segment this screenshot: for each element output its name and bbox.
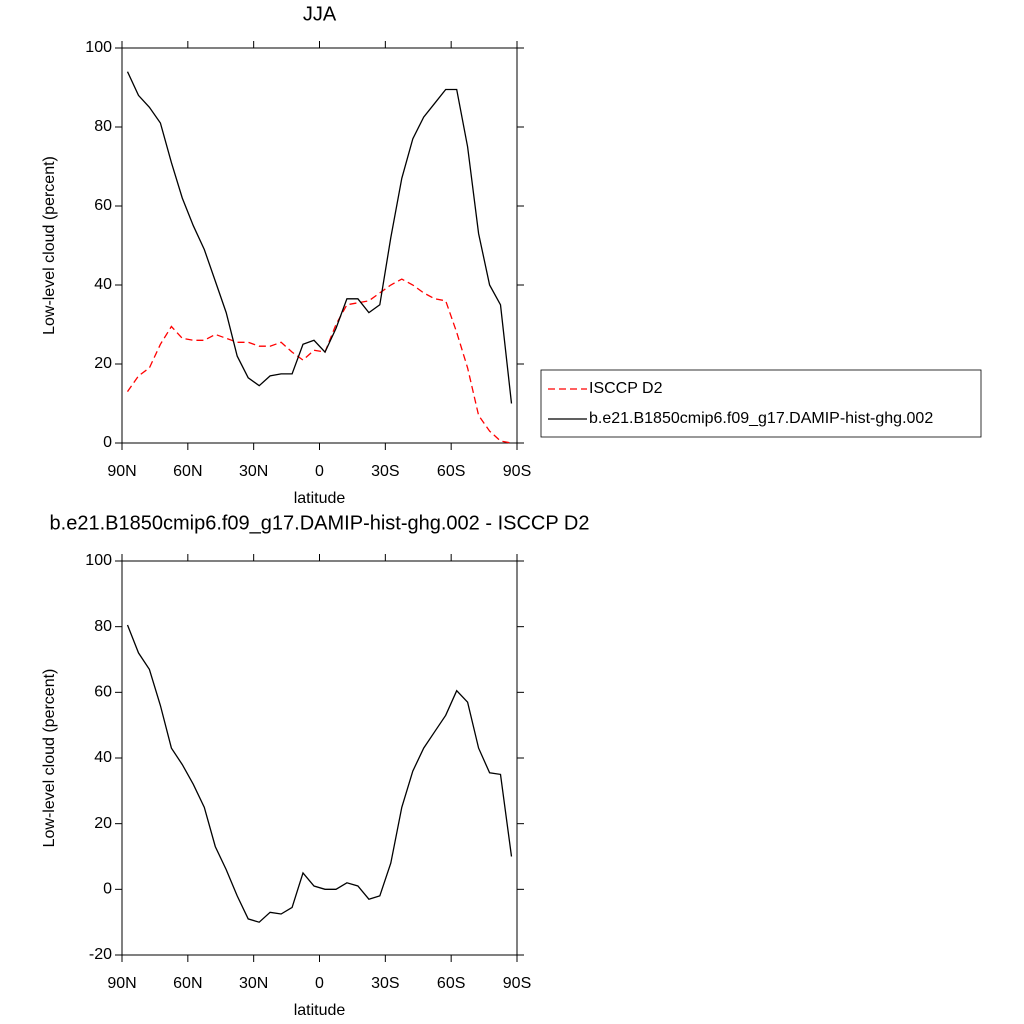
x-tick-label: 90N (107, 975, 136, 992)
legend-box (540, 369, 982, 438)
legend-label: ISCCP D2 (589, 380, 663, 397)
x-tick-label: 0 (315, 463, 324, 480)
x-tick-label: 90S (503, 975, 531, 992)
y-tick-label: 80 (94, 618, 112, 635)
x-tick-label: 30S (371, 463, 399, 480)
x-tick-label: 90S (503, 463, 531, 480)
data-line (126, 278, 512, 444)
x-tick-label: 30N (239, 463, 268, 480)
chart-title: JJA (303, 3, 337, 25)
y-tick-label: 100 (85, 552, 112, 569)
y-axis-label: Low-level cloud (percent) (41, 156, 58, 335)
y-tick-label: 0 (103, 434, 112, 451)
x-axis-label: latitude (294, 490, 346, 507)
x-tick-label: 60S (437, 463, 465, 480)
legend-label: b.e21.B1850cmip6.f09_g17.DAMIP-hist-ghg.… (589, 410, 933, 427)
y-tick-label: 100 (85, 39, 112, 56)
y-tick-label: 20 (94, 355, 112, 372)
x-tick-label: 0 (315, 975, 324, 992)
y-tick-label: 40 (94, 276, 112, 293)
y-tick-label: 80 (94, 118, 112, 135)
x-tick-label: 60S (437, 975, 465, 992)
x-tick-label: 30S (371, 975, 399, 992)
y-tick-label: -20 (89, 946, 112, 963)
x-tick-label: 30N (239, 975, 268, 992)
plot-frame (121, 47, 518, 444)
x-tick-label: 90N (107, 463, 136, 480)
plot-frame (121, 560, 518, 956)
y-tick-label: 60 (94, 684, 112, 701)
y-tick-label: 60 (94, 197, 112, 214)
y-tick-label: 40 (94, 749, 112, 766)
x-tick-label: 60N (173, 463, 202, 480)
data-line (126, 71, 513, 404)
y-axis-label: Low-level cloud (percent) (41, 669, 58, 848)
y-tick-label: 20 (94, 815, 112, 832)
x-tick-label: 60N (173, 975, 202, 992)
x-axis-label: latitude (294, 1002, 346, 1019)
data-line (126, 624, 513, 923)
chart-title: b.e21.B1850cmip6.f09_g17.DAMIP-hist-ghg.… (50, 512, 590, 534)
y-tick-label: 0 (103, 881, 112, 898)
